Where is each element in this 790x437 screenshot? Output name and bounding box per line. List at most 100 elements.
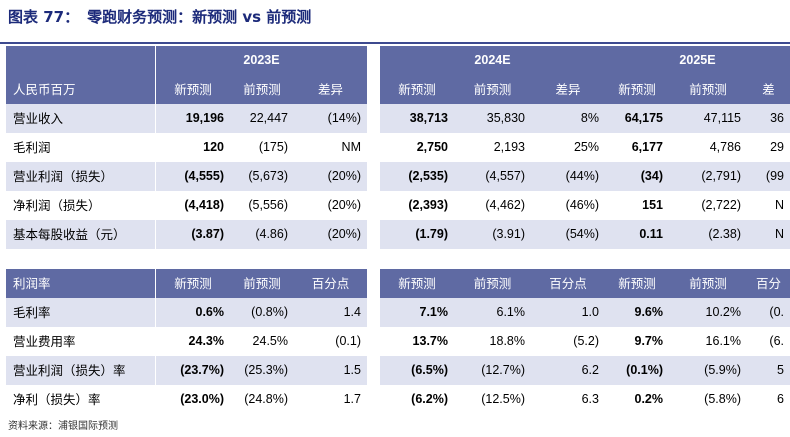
column-header: 百分点 xyxy=(294,269,367,298)
column-header: 前预测 xyxy=(669,75,747,104)
data-cell: (3.87) xyxy=(156,220,230,249)
data-cell: 5 xyxy=(747,356,790,385)
data-cell: (34) xyxy=(605,162,669,191)
data-cell: NM xyxy=(294,133,367,162)
data-cell: (1.79) xyxy=(380,220,454,249)
data-cell: 29 xyxy=(747,133,790,162)
data-cell: 6.1% xyxy=(454,298,531,327)
data-cell: 1.0 xyxy=(531,298,605,327)
data-cell: 8% xyxy=(531,104,605,133)
data-cell: (5.2) xyxy=(531,327,605,356)
data-cell: 36 xyxy=(747,104,790,133)
column-header: 新预测 xyxy=(380,269,454,298)
data-cell: (23.7%) xyxy=(156,356,230,385)
data-cell: (24.8%) xyxy=(230,385,294,414)
data-cell: (23.0%) xyxy=(156,385,230,414)
column-header: 前预测 xyxy=(230,75,294,104)
row-label: 净利（损失）率 xyxy=(6,385,155,414)
data-cell: (4,462) xyxy=(454,191,531,220)
data-cell: N xyxy=(747,191,790,220)
row-label: 基本每股收益（元） xyxy=(6,220,155,249)
data-cell: 25% xyxy=(531,133,605,162)
data-cell: (20%) xyxy=(294,162,367,191)
data-cell: 1.5 xyxy=(294,356,367,385)
column-header: 前预测 xyxy=(230,269,294,298)
data-cell: 19,196 xyxy=(156,104,230,133)
data-cell: 9.6% xyxy=(605,298,669,327)
data-cell: (5,673) xyxy=(230,162,294,191)
data-cell: (2,791) xyxy=(669,162,747,191)
data-cell: 38,713 xyxy=(380,104,454,133)
data-cell: 1.7 xyxy=(294,385,367,414)
data-cell: (25.3%) xyxy=(230,356,294,385)
data-cell: (5,556) xyxy=(230,191,294,220)
data-cell: 4,786 xyxy=(669,133,747,162)
data-cell: (0.8%) xyxy=(230,298,294,327)
column-header: 差异 xyxy=(531,75,605,104)
row-label: 毛利率 xyxy=(6,298,155,327)
data-cell: 24.3% xyxy=(156,327,230,356)
data-cell: (0. xyxy=(747,298,790,327)
data-cell: (4,557) xyxy=(454,162,531,191)
data-cell: (44%) xyxy=(531,162,605,191)
year-header-blank xyxy=(6,46,155,75)
column-header: 百分点 xyxy=(531,269,605,298)
row-label: 营业费用率 xyxy=(6,327,155,356)
data-cell: 0.2% xyxy=(605,385,669,414)
data-cell: (175) xyxy=(230,133,294,162)
row-label: 营业利润（损失） xyxy=(6,162,155,191)
table-header-label: 利润率 xyxy=(6,269,155,298)
data-cell: (14%) xyxy=(294,104,367,133)
data-cell: 35,830 xyxy=(454,104,531,133)
data-cell: (12.5%) xyxy=(454,385,531,414)
column-header: 新预测 xyxy=(605,75,669,104)
data-cell: (2,722) xyxy=(669,191,747,220)
data-cell: N xyxy=(747,220,790,249)
column-header: 百分 xyxy=(747,269,790,298)
data-cell: (2.38) xyxy=(669,220,747,249)
data-cell: (54%) xyxy=(531,220,605,249)
column-header: 新预测 xyxy=(380,75,454,104)
data-cell: 1.4 xyxy=(294,298,367,327)
data-cell: 18.8% xyxy=(454,327,531,356)
row-label: 毛利润 xyxy=(6,133,155,162)
data-cell: 13.7% xyxy=(380,327,454,356)
data-cell: 6.2 xyxy=(531,356,605,385)
data-cell: 151 xyxy=(605,191,669,220)
data-cell: (46%) xyxy=(531,191,605,220)
row-label: 营业利润（损失）率 xyxy=(6,356,155,385)
data-cell: 6 xyxy=(747,385,790,414)
data-cell: 6.3 xyxy=(531,385,605,414)
data-cell: 64,175 xyxy=(605,104,669,133)
year-header-2024E: 2024E xyxy=(380,46,605,76)
data-cell: (0.1) xyxy=(294,327,367,356)
data-cell: 2,193 xyxy=(454,133,531,162)
title-divider xyxy=(0,42,790,44)
table-header-label: 人民币百万 xyxy=(6,75,155,104)
data-cell: (0.1%) xyxy=(605,356,669,385)
data-cell: (20%) xyxy=(294,191,367,220)
data-cell: 6,177 xyxy=(605,133,669,162)
figure-number: 图表 77： xyxy=(8,8,80,26)
data-cell: (2,535) xyxy=(380,162,454,191)
data-cell: 120 xyxy=(156,133,230,162)
data-cell: (5.8%) xyxy=(669,385,747,414)
data-cell: (6.5%) xyxy=(380,356,454,385)
data-cell: 47,115 xyxy=(669,104,747,133)
data-cell: 0.6% xyxy=(156,298,230,327)
data-cell: 22,447 xyxy=(230,104,294,133)
figure-title: 图表 77： 零跑财务预测：新预测 vs 前预测 xyxy=(8,6,319,32)
data-cell: 0.11 xyxy=(605,220,669,249)
column-header: 新预测 xyxy=(605,269,669,298)
data-cell: 2,750 xyxy=(380,133,454,162)
data-cell: 16.1% xyxy=(669,327,747,356)
column-header: 前预测 xyxy=(454,75,531,104)
figure-title-text: 零跑财务预测：新预测 vs 前预测 xyxy=(87,8,312,26)
data-cell: (5.9%) xyxy=(669,356,747,385)
column-header: 差 xyxy=(747,75,790,104)
data-cell: (4,418) xyxy=(156,191,230,220)
column-header: 前预测 xyxy=(669,269,747,298)
data-cell: (3.91) xyxy=(454,220,531,249)
row-label: 营业收入 xyxy=(6,104,155,133)
data-cell: (4.86) xyxy=(230,220,294,249)
